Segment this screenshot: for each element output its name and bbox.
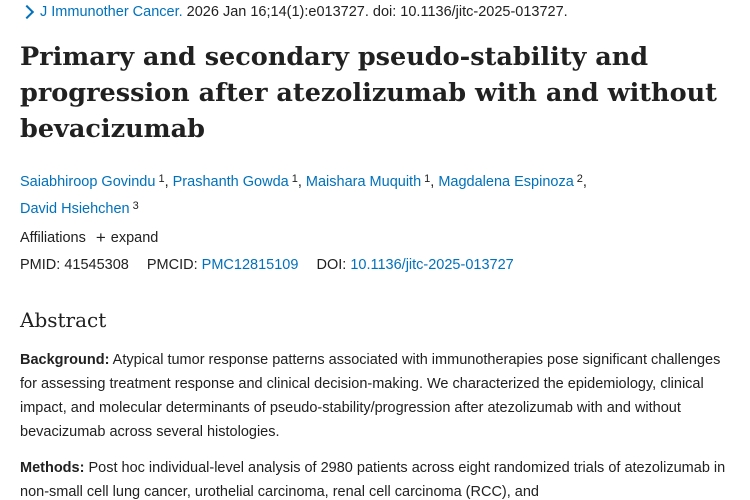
identifiers-row: PMID: 41545308 PMCID: PMC12815109 DOI: 1… xyxy=(20,257,514,273)
author-link[interactable]: Maishara Muquith xyxy=(305,174,422,190)
affiliation-ref[interactable]: 2 xyxy=(576,173,583,185)
doi-label: DOI: xyxy=(316,257,347,273)
journal-link[interactable]: J Immunother Cancer. xyxy=(40,4,183,20)
affiliation-ref[interactable]: 3 xyxy=(132,200,139,212)
background-text: Atypical tumor response patterns associa… xyxy=(20,352,721,440)
expand-label: expand xyxy=(110,229,159,246)
background-label: Background: xyxy=(20,352,110,368)
pmcid-link[interactable]: PMC12815109 xyxy=(201,257,299,273)
chevron-right-icon[interactable] xyxy=(19,4,35,20)
affiliations-row: Affiliations + expand xyxy=(20,229,158,246)
pmid-value: 41545308 xyxy=(64,257,129,273)
author-link[interactable]: David Hsiehchen xyxy=(20,201,130,217)
author-link[interactable]: Saiabhiroop Govindu xyxy=(20,174,156,190)
affiliations-label: Affiliations xyxy=(20,229,86,246)
affiliation-ref[interactable]: 1 xyxy=(424,173,431,185)
abstract-methods: Methods: Post hoc individual-level analy… xyxy=(20,456,730,500)
expand-affiliations-button[interactable]: + expand xyxy=(96,229,159,246)
methods-text: Post hoc individual-level analysis of 29… xyxy=(20,460,726,500)
affiliation-ref[interactable]: 1 xyxy=(158,173,165,185)
affiliation-ref[interactable]: 1 xyxy=(291,173,298,185)
pmid-label: PMID: xyxy=(20,257,61,273)
author-link[interactable]: Prashanth Gowda xyxy=(172,174,289,190)
article-title: Primary and secondary pseudo-stability a… xyxy=(20,42,717,144)
doi-link[interactable]: 10.1136/jitc-2025-013727 xyxy=(350,257,514,273)
methods-label: Methods: xyxy=(20,460,85,476)
citation-details: 2026 Jan 16;14(1):e013727. doi: 10.1136/… xyxy=(186,4,568,20)
plus-icon: + xyxy=(95,228,106,247)
pmcid-label: PMCID: xyxy=(146,257,198,273)
author-list: Saiabhiroop Govindu 1, Prashanth Gowda 1, … xyxy=(20,173,587,217)
abstract-heading: Abstract xyxy=(20,308,107,332)
citation-line: J Immunother Cancer. 2026 Jan 16;14(1):e… xyxy=(19,4,568,20)
abstract-background: Background: Atypical tumor response patt… xyxy=(20,348,730,444)
author-link[interactable]: Magdalena Espinoza xyxy=(438,174,574,190)
